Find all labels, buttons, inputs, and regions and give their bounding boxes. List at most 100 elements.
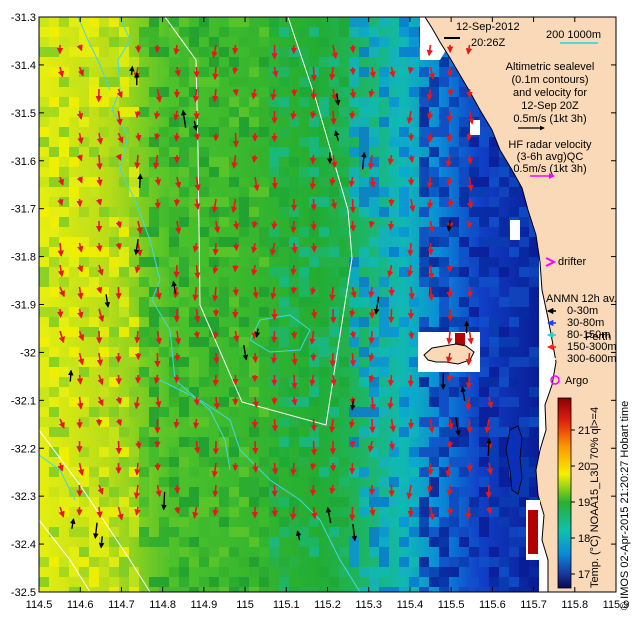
velocity-arrow: [290, 88, 298, 97]
sst-pixel: [369, 487, 379, 497]
sst-pixel: [249, 187, 259, 197]
sst-pixel: [229, 147, 239, 157]
sst-pixel: [409, 327, 419, 337]
sst-pixel: [449, 427, 459, 437]
sst-pixel: [289, 187, 299, 197]
sst-pixel: [149, 127, 159, 137]
sst-pixel: [509, 297, 519, 307]
velocity-arrow: [270, 88, 277, 101]
sst-pixel: [149, 27, 159, 37]
sst-pixel: [39, 327, 49, 337]
sst-pixel: [469, 447, 479, 457]
sst-pixel: [529, 457, 539, 467]
sst-pixel: [329, 517, 339, 527]
sst-pixel: [169, 327, 179, 337]
sst-pixel: [519, 287, 529, 297]
velocity-arrow: [252, 286, 259, 299]
sst-pixel: [109, 147, 119, 157]
sst-pixel: [139, 377, 149, 387]
sst-pixel: [209, 327, 219, 337]
velocity-arrow: [270, 286, 277, 300]
sst-pixel: [479, 187, 489, 197]
sst-pixel: [329, 307, 339, 317]
sst-pixel: [349, 407, 359, 417]
sst-pixel: [149, 47, 159, 57]
sst-pixel: [249, 197, 259, 207]
sst-pixel: [309, 157, 319, 167]
sst-pixel: [249, 367, 259, 377]
sst-pixel: [389, 47, 399, 57]
altimetric-legend-line: and velocity for: [513, 87, 587, 99]
sst-pixel: [189, 557, 199, 567]
sst-pixel: [239, 297, 249, 307]
sst-pixel: [389, 77, 399, 87]
sst-pixel: [499, 177, 509, 187]
sst-pixel: [159, 577, 169, 587]
sst-pixel: [369, 407, 379, 417]
sst-pixel: [399, 107, 409, 117]
sst-pixel: [129, 157, 139, 167]
sst-pixel: [269, 537, 279, 547]
sst-pixel: [129, 347, 139, 357]
sst-pixel: [339, 87, 349, 97]
sst-pixel: [439, 467, 449, 477]
velocity-arrow: [349, 88, 357, 99]
sst-pixel: [529, 567, 539, 577]
sst-pixel: [49, 257, 59, 267]
sst-pixel: [69, 307, 79, 317]
sst-pixel: [69, 587, 79, 592]
velocity-arrow: [77, 242, 84, 253]
sst-pixel: [249, 417, 259, 427]
sst-pixel: [259, 497, 269, 507]
sst-pixel: [299, 27, 309, 37]
sst-pixel: [499, 467, 509, 477]
velocity-arrow: [290, 286, 298, 295]
sst-pixel: [79, 137, 89, 147]
sst-pixel: [529, 487, 539, 497]
sst-pixel: [349, 467, 359, 477]
sst-pixel: [199, 157, 209, 167]
sst-pixel: [379, 327, 389, 337]
velocity-arrow: [310, 308, 318, 319]
velocity-arrow: [154, 440, 161, 449]
sst-pixel: [449, 507, 459, 517]
sst-pixel: [429, 147, 439, 157]
sst-pixel: [369, 167, 379, 177]
sst-pixel: [319, 577, 329, 587]
colorbar-tick-label: 20: [578, 461, 590, 473]
sst-pixel: [69, 247, 79, 257]
sst-pixel: [259, 577, 269, 587]
velocity-arrow: [251, 242, 258, 254]
sst-pixel: [269, 157, 279, 167]
sst-pixel: [249, 147, 259, 157]
sst-pixel: [459, 457, 469, 467]
sst-pixel: [119, 297, 129, 307]
sst-pixel: [139, 467, 149, 477]
sst-pixel: [179, 267, 189, 277]
sst-pixel: [89, 277, 99, 287]
sst-pixel: [229, 187, 239, 197]
sst-pixel: [49, 167, 59, 177]
sst-pixel: [169, 117, 179, 127]
sst-pixel: [149, 337, 159, 347]
sst-pixel: [499, 367, 509, 377]
velocity-arrow: [211, 198, 218, 214]
sst-pixel: [239, 177, 249, 187]
sst-pixel: [219, 197, 229, 207]
sst-pixel: [229, 527, 239, 537]
sst-pixel: [319, 327, 329, 337]
velocity-arrow: [115, 418, 122, 427]
sst-pixel: [339, 187, 349, 197]
sst-pixel: [229, 197, 239, 207]
velocity-arrow-black: [334, 130, 340, 141]
sst-pixel: [199, 297, 209, 307]
sst-pixel: [279, 557, 289, 567]
velocity-arrow: [369, 396, 377, 411]
velocity-arrow: [57, 264, 65, 278]
sst-pixel: [499, 237, 509, 247]
hf-legend-line: 0.5m/s (1kt 3h): [513, 163, 586, 175]
sst-pixel: [179, 157, 189, 167]
velocity-arrow: [387, 264, 394, 278]
sst-pixel: [189, 177, 199, 187]
sst-pixel: [109, 47, 119, 57]
